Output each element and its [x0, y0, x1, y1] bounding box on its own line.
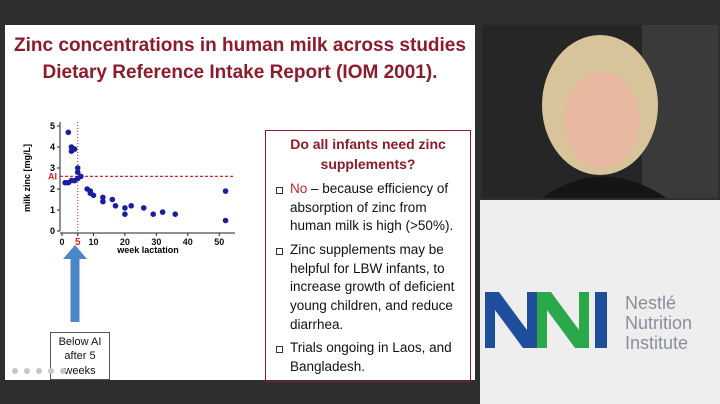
bullet-text: Zinc supplements may be helpful for LBW … [290, 242, 455, 332]
x-tick-label: 30 [151, 237, 161, 247]
data-point [100, 194, 106, 201]
data-point [74, 175, 81, 182]
bullet: Trials ongoing in Laos, and Bangladesh. [274, 339, 462, 376]
data-point [222, 217, 229, 224]
bullet-text: Trials ongoing in Laos, and Bangladesh. [290, 340, 452, 374]
bullet-lead: No [290, 181, 308, 197]
data-point [109, 196, 116, 203]
data-point [172, 211, 179, 217]
text-box: Do all infants need zinc supplements? No… [265, 130, 471, 382]
data-point [128, 203, 134, 209]
box-heading: Do all infants need zinc supplements? [290, 136, 446, 172]
bullet: No – because efficiency of absorption of… [274, 180, 462, 236]
logo-text: Nutrition [625, 313, 693, 333]
y-tick-label: 3 [50, 163, 55, 173]
data-point [122, 205, 128, 211]
y-tick-label: 0 [50, 226, 55, 236]
callout-line: weeks [64, 364, 96, 377]
y-tick-label: 1 [50, 205, 55, 215]
reference-label: AI [48, 171, 57, 181]
y-tick-label: 4 [50, 142, 55, 152]
data-point [74, 169, 81, 175]
logo-mark [485, 292, 607, 348]
speaker-photo [482, 25, 718, 198]
data-point [112, 203, 119, 209]
data-point [74, 165, 81, 171]
bullet: Zinc supplements may be helpful for LBW … [274, 241, 462, 334]
callout-line: Below AI [58, 336, 102, 348]
x-tick-label: 5 [75, 237, 81, 248]
data-point [222, 188, 229, 194]
arrow-head [63, 245, 87, 259]
x-tick-label: 10 [88, 237, 98, 247]
data-point [122, 211, 128, 217]
logo-text: Nestlé [625, 293, 677, 313]
data-point [140, 205, 147, 211]
data-point [100, 198, 106, 205]
callout-line: after 5 [64, 350, 96, 363]
video-feed [482, 25, 718, 198]
x-tick-label: 50 [214, 237, 224, 247]
data-point [150, 211, 157, 217]
x-tick-label: 0 [59, 237, 64, 247]
logo-panel: Nestlé Nutrition Institute [480, 200, 720, 404]
slide-subtitle: Dietary Reference Intake Report (IOM 200… [42, 62, 438, 83]
slide-graphics [12, 245, 87, 374]
x-tick-label: 20 [120, 237, 130, 247]
bullet-text: – because efficiency of absorption of zi… [290, 181, 454, 234]
data-point [90, 192, 97, 199]
y-tick-label: 2 [50, 184, 55, 194]
y-axis-label: milk zinc [mg/L] [22, 144, 32, 212]
data-point [71, 146, 78, 152]
data-point [159, 209, 166, 215]
callout: Below AI after 5 weeks [50, 332, 110, 380]
toolbar [12, 368, 66, 374]
slide: Zinc concentrations in human milk across… [5, 25, 475, 382]
logo-text: Institute [625, 333, 689, 353]
x-axis-label: week lactation [116, 245, 179, 255]
data-point [65, 129, 72, 136]
slide-title: Zinc concentrations in human milk across… [14, 35, 466, 56]
x-tick-label: 40 [183, 237, 193, 247]
y-tick-label: 5 [50, 121, 55, 131]
